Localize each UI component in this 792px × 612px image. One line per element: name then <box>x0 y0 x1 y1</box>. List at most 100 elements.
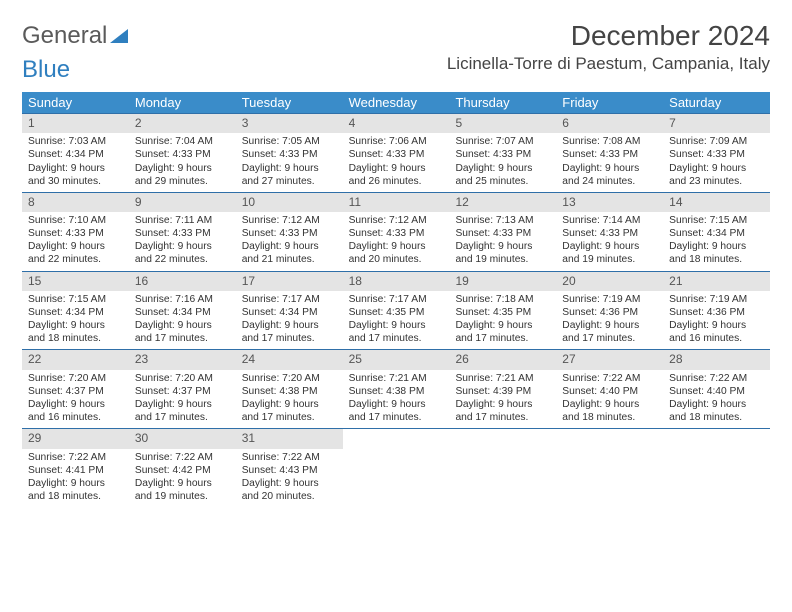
day-sunset: Sunset: 4:40 PM <box>669 385 767 398</box>
day-sunset: Sunset: 4:33 PM <box>242 227 340 240</box>
day-body: Sunrise: 7:22 AMSunset: 4:40 PMDaylight:… <box>663 370 770 428</box>
day-day2: and 18 minutes. <box>669 253 767 266</box>
week-row: 1Sunrise: 7:03 AMSunset: 4:34 PMDaylight… <box>22 113 770 192</box>
day-body: Sunrise: 7:22 AMSunset: 4:41 PMDaylight:… <box>22 449 129 507</box>
day-day1: Daylight: 9 hours <box>455 162 553 175</box>
day-sunset: Sunset: 4:33 PM <box>455 148 553 161</box>
day-body: Sunrise: 7:12 AMSunset: 4:33 PMDaylight:… <box>343 212 450 270</box>
day-day2: and 17 minutes. <box>455 411 553 424</box>
day-cell: 29Sunrise: 7:22 AMSunset: 4:41 PMDayligh… <box>22 429 129 507</box>
day-day1: Daylight: 9 hours <box>669 398 767 411</box>
day-day1: Daylight: 9 hours <box>135 319 233 332</box>
day-sunrise: Sunrise: 7:20 AM <box>28 372 126 385</box>
day-sunset: Sunset: 4:33 PM <box>349 148 447 161</box>
day-sunrise: Sunrise: 7:22 AM <box>28 451 126 464</box>
day-sunrise: Sunrise: 7:08 AM <box>562 135 660 148</box>
day-sunrise: Sunrise: 7:14 AM <box>562 214 660 227</box>
day-sunset: Sunset: 4:41 PM <box>28 464 126 477</box>
day-cell: 12Sunrise: 7:13 AMSunset: 4:33 PMDayligh… <box>449 193 556 271</box>
day-sunrise: Sunrise: 7:15 AM <box>28 293 126 306</box>
day-sunrise: Sunrise: 7:11 AM <box>135 214 233 227</box>
day-day1: Daylight: 9 hours <box>135 398 233 411</box>
day-sunrise: Sunrise: 7:07 AM <box>455 135 553 148</box>
day-day2: and 19 minutes. <box>135 490 233 503</box>
day-sunrise: Sunrise: 7:22 AM <box>242 451 340 464</box>
day-body: Sunrise: 7:19 AMSunset: 4:36 PMDaylight:… <box>663 291 770 349</box>
day-number: 11 <box>343 193 450 212</box>
day-day1: Daylight: 9 hours <box>349 240 447 253</box>
day-day2: and 20 minutes. <box>349 253 447 266</box>
day-number: 22 <box>22 350 129 369</box>
day-day2: and 19 minutes. <box>455 253 553 266</box>
day-day1: Daylight: 9 hours <box>28 319 126 332</box>
day-day1: Daylight: 9 hours <box>562 319 660 332</box>
day-day2: and 17 minutes. <box>135 411 233 424</box>
weekday-sun: Sunday <box>22 92 129 113</box>
day-sunset: Sunset: 4:37 PM <box>28 385 126 398</box>
day-cell <box>556 429 663 507</box>
day-cell: 20Sunrise: 7:19 AMSunset: 4:36 PMDayligh… <box>556 272 663 350</box>
day-body: Sunrise: 7:17 AMSunset: 4:35 PMDaylight:… <box>343 291 450 349</box>
day-day1: Daylight: 9 hours <box>135 162 233 175</box>
day-day2: and 18 minutes. <box>28 332 126 345</box>
day-sunset: Sunset: 4:34 PM <box>135 306 233 319</box>
day-cell: 16Sunrise: 7:16 AMSunset: 4:34 PMDayligh… <box>129 272 236 350</box>
day-body: Sunrise: 7:15 AMSunset: 4:34 PMDaylight:… <box>22 291 129 349</box>
day-day2: and 20 minutes. <box>242 490 340 503</box>
day-body: Sunrise: 7:07 AMSunset: 4:33 PMDaylight:… <box>449 133 556 191</box>
weekday-fri: Friday <box>556 92 663 113</box>
day-number: 31 <box>236 429 343 448</box>
calendar: Sunday Monday Tuesday Wednesday Thursday… <box>22 92 770 507</box>
day-day1: Daylight: 9 hours <box>562 162 660 175</box>
day-sunrise: Sunrise: 7:19 AM <box>562 293 660 306</box>
day-cell: 18Sunrise: 7:17 AMSunset: 4:35 PMDayligh… <box>343 272 450 350</box>
day-day1: Daylight: 9 hours <box>349 162 447 175</box>
day-sunrise: Sunrise: 7:06 AM <box>349 135 447 148</box>
day-sunrise: Sunrise: 7:20 AM <box>242 372 340 385</box>
day-number: 28 <box>663 350 770 369</box>
day-day1: Daylight: 9 hours <box>242 240 340 253</box>
day-body: Sunrise: 7:16 AMSunset: 4:34 PMDaylight:… <box>129 291 236 349</box>
day-sunrise: Sunrise: 7:22 AM <box>135 451 233 464</box>
day-cell <box>343 429 450 507</box>
day-sunset: Sunset: 4:34 PM <box>28 148 126 161</box>
day-sunset: Sunset: 4:33 PM <box>242 148 340 161</box>
day-sunrise: Sunrise: 7:19 AM <box>669 293 767 306</box>
day-day2: and 17 minutes. <box>562 332 660 345</box>
day-sunrise: Sunrise: 7:21 AM <box>349 372 447 385</box>
day-sunset: Sunset: 4:38 PM <box>242 385 340 398</box>
day-cell: 3Sunrise: 7:05 AMSunset: 4:33 PMDaylight… <box>236 114 343 192</box>
day-day1: Daylight: 9 hours <box>28 240 126 253</box>
weekday-thu: Thursday <box>449 92 556 113</box>
day-body: Sunrise: 7:21 AMSunset: 4:38 PMDaylight:… <box>343 370 450 428</box>
day-sunset: Sunset: 4:43 PM <box>242 464 340 477</box>
day-day2: and 26 minutes. <box>349 175 447 188</box>
day-body: Sunrise: 7:22 AMSunset: 4:43 PMDaylight:… <box>236 449 343 507</box>
logo-word2: Blue <box>22 56 70 83</box>
day-number: 2 <box>129 114 236 133</box>
logo-triangle-icon <box>110 29 128 43</box>
week-row: 8Sunrise: 7:10 AMSunset: 4:33 PMDaylight… <box>22 192 770 271</box>
day-cell: 13Sunrise: 7:14 AMSunset: 4:33 PMDayligh… <box>556 193 663 271</box>
title-block: December 2024 Licinella-Torre di Paestum… <box>447 20 770 74</box>
day-cell: 6Sunrise: 7:08 AMSunset: 4:33 PMDaylight… <box>556 114 663 192</box>
day-number: 9 <box>129 193 236 212</box>
day-day1: Daylight: 9 hours <box>669 162 767 175</box>
day-number: 17 <box>236 272 343 291</box>
day-body: Sunrise: 7:20 AMSunset: 4:37 PMDaylight:… <box>22 370 129 428</box>
day-body: Sunrise: 7:11 AMSunset: 4:33 PMDaylight:… <box>129 212 236 270</box>
day-day2: and 16 minutes. <box>669 332 767 345</box>
day-sunset: Sunset: 4:37 PM <box>135 385 233 398</box>
day-sunrise: Sunrise: 7:21 AM <box>455 372 553 385</box>
day-cell: 9Sunrise: 7:11 AMSunset: 4:33 PMDaylight… <box>129 193 236 271</box>
day-sunrise: Sunrise: 7:16 AM <box>135 293 233 306</box>
day-number: 25 <box>343 350 450 369</box>
day-number: 24 <box>236 350 343 369</box>
day-sunset: Sunset: 4:36 PM <box>669 306 767 319</box>
day-day1: Daylight: 9 hours <box>28 398 126 411</box>
day-sunrise: Sunrise: 7:22 AM <box>669 372 767 385</box>
day-day2: and 17 minutes. <box>242 332 340 345</box>
logo: General <box>22 22 128 50</box>
day-sunrise: Sunrise: 7:12 AM <box>349 214 447 227</box>
day-day2: and 17 minutes. <box>242 411 340 424</box>
